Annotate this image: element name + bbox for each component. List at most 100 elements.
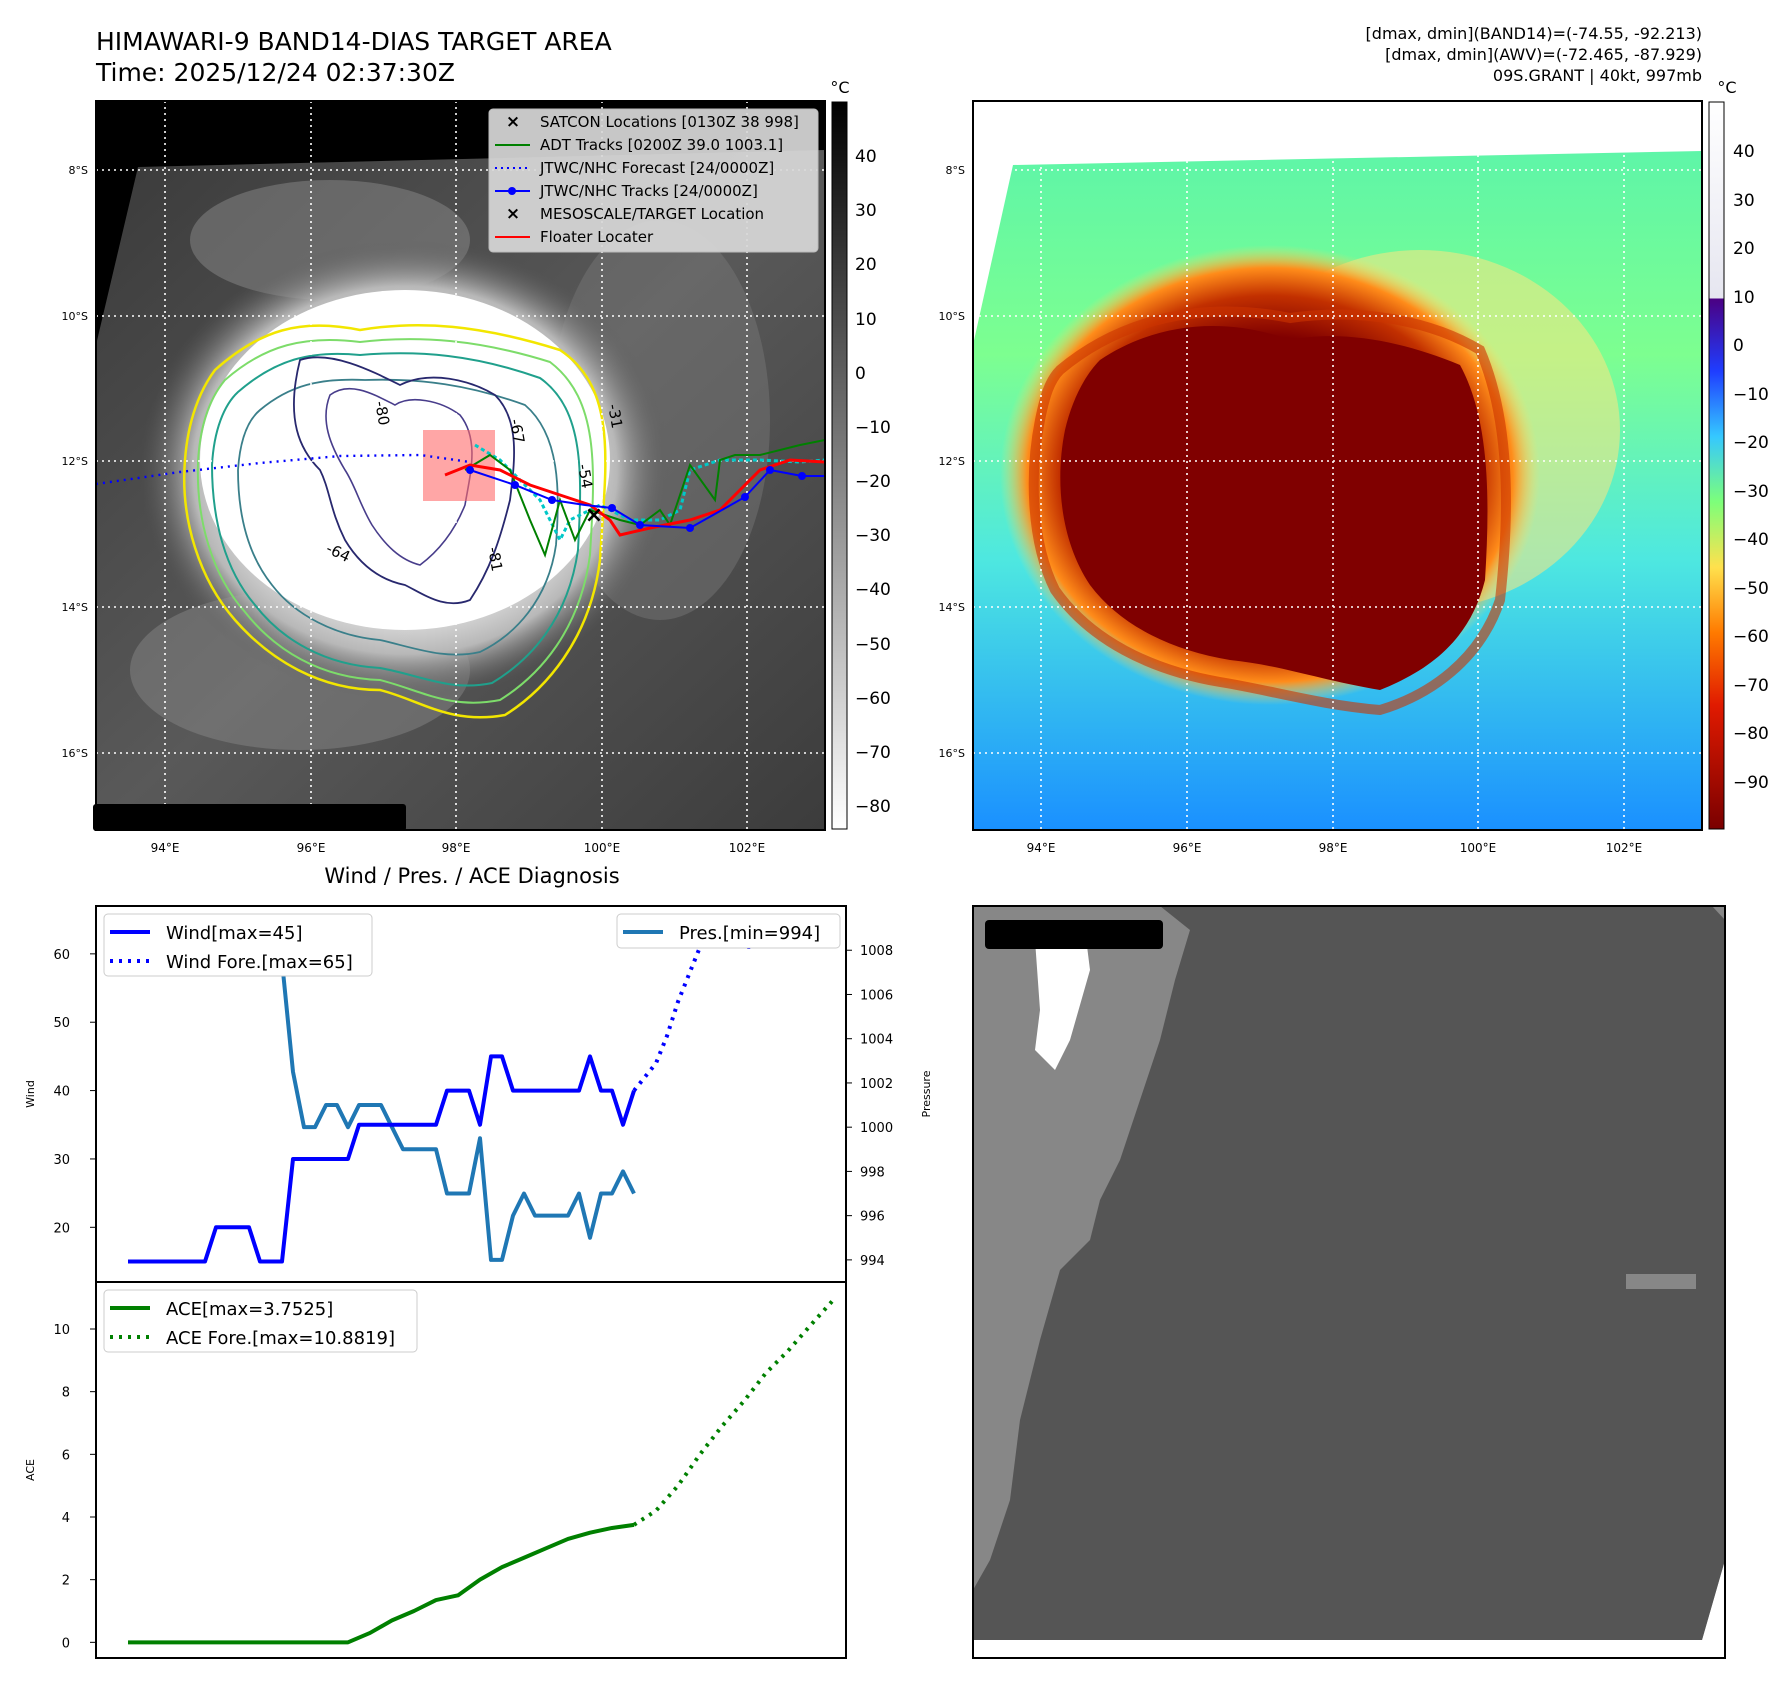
awv-map-frame	[972, 100, 1703, 831]
colorbar-tick: 40	[1733, 142, 1755, 162]
lon-label: 102°E	[729, 841, 766, 855]
lat-label: 16°S	[62, 747, 88, 760]
legend-marker-mesoscale: ×	[506, 204, 520, 224]
pressure-legend: Pres.[min=994]	[616, 913, 841, 949]
lon-label: 102°E	[1606, 841, 1643, 855]
contour-teal	[210, 352, 582, 687]
wmg-count-text: WMG Count: 0	[993, 924, 1146, 946]
wmg-panel: WMG Count: 0	[972, 905, 1726, 1659]
lat-label: 14°S	[62, 601, 88, 614]
contour-label: -31	[604, 403, 626, 430]
ace-tick-label: 8	[62, 1386, 70, 1401]
colorbar-tick: −20	[855, 472, 891, 492]
ace-legend: ACE[max=3.7525] ACE Fore.[max=10.8819]	[103, 1289, 418, 1353]
legend-label-satcon: SATCON Locations [0130Z 38 998]	[540, 113, 799, 131]
lon-label: 96°E	[1173, 841, 1202, 855]
colorbar-tick: −60	[855, 689, 891, 709]
pressure-tick-label: 1002	[860, 1077, 893, 1092]
legend-label-wind-forecast: Wind Fore.[max=65]	[166, 952, 353, 973]
legend-label-ace: ACE[max=3.7525]	[166, 1299, 333, 1320]
pressure-axis-label: Pressure	[920, 1070, 933, 1117]
figure-time: Time: 2025/12/24 02:37:30Z	[95, 58, 455, 87]
colorbar-tick: −50	[855, 635, 891, 655]
awv-map-panel	[973, 101, 1702, 830]
colorbar-tick: −30	[855, 526, 891, 546]
colorbar-tick: 0	[1733, 336, 1744, 356]
legend-label-floater: Floater Locater	[540, 228, 654, 246]
wind-tick-label: 50	[53, 1016, 70, 1031]
wmg-coverage-dark	[973, 906, 1725, 1640]
pressure-tick-label: 994	[860, 1254, 885, 1269]
ace-tick-label: 6	[62, 1448, 70, 1463]
contour-light-green	[196, 338, 594, 704]
lon-label: 98°E	[442, 841, 471, 855]
colorbar-tick: −30	[1733, 482, 1769, 502]
lat-label: 16°S	[939, 747, 965, 760]
colorbar-tick: 10	[1733, 288, 1755, 308]
ace-series-layer	[128, 1300, 834, 1645]
floater-locater	[444, 458, 825, 537]
legend-marker-satcon: ×	[506, 112, 520, 132]
wind-axis-label: Wind	[24, 1080, 37, 1108]
lat-label: 10°S	[62, 310, 88, 323]
wmg-swath-white	[1035, 930, 1090, 1070]
contour-label: -81	[484, 546, 506, 573]
lat-label: 12°S	[939, 455, 965, 468]
ace-y-ticks: 0 2 4 6 8 10	[53, 1323, 96, 1651]
mesoscale-target-marker: ×	[585, 503, 603, 528]
pressure-tick-label: 1006	[860, 988, 893, 1003]
figure-title: HIMAWARI-9 BAND14-DIAS TARGET AREA	[96, 27, 612, 56]
colorbar-tick: 40	[855, 147, 877, 167]
colorbar-tick: 0	[855, 364, 866, 384]
ir-map-frame	[95, 100, 826, 831]
ace-line	[128, 1522, 635, 1645]
ir-storm-core	[200, 290, 610, 630]
lat-label: 12°S	[62, 455, 88, 468]
colorbar-ir-unit: °C	[830, 78, 849, 97]
ir-lat-labels: 8°S 10°S 12°S 14°S 16°S	[62, 164, 88, 760]
colorbar-tick: −90	[1733, 773, 1769, 793]
awv-gridlines	[973, 101, 1702, 830]
copyright-badge: Copyright © 2020-2025 Dapiya	[93, 804, 406, 831]
contour-deep-teal	[237, 378, 559, 656]
colorbar-ir	[831, 101, 848, 830]
wind-tick-label: 60	[53, 948, 70, 963]
awv-storm-core	[1060, 326, 1488, 690]
colorbar-tick: −70	[1733, 676, 1769, 696]
colorbar-tick: 20	[855, 255, 877, 275]
pressure-tick-label: 1008	[860, 944, 893, 959]
pressure-y-ticks: 994 996 998 1000 1002 1004 1006 1008	[846, 944, 893, 1269]
legend-label-forecast: JTWC/NHC Forecast [24/0000Z]	[539, 159, 774, 177]
contour-label: -80	[371, 400, 393, 427]
lon-label: 94°E	[151, 841, 180, 855]
pressure-tick-label: 996	[860, 1210, 885, 1225]
ace-tick-label: 4	[62, 1511, 70, 1526]
legend-label-tracks: JTWC/NHC Tracks [24/0000Z]	[539, 182, 758, 200]
awv-storm-rim	[1028, 306, 1511, 716]
wind-y-ticks: 20 30 40 50 60	[53, 948, 96, 1236]
info-band14: [dmax, dmin](BAND14)=(-74.55, -92.213)	[1366, 24, 1702, 43]
jtwc-track-points	[466, 466, 806, 532]
colorbar-tick: −20	[1733, 433, 1769, 453]
lon-label: 100°E	[584, 841, 621, 855]
info-awv: [dmax, dmin](AWV)=(-72.465, -87.929)	[1385, 45, 1702, 64]
colorbar-tick: −40	[1733, 530, 1769, 550]
colorbar-tick: −50	[1733, 579, 1769, 599]
colorbar-tick: 30	[855, 201, 877, 221]
diagnosis-title: Wind / Pres. / ACE Diagnosis	[324, 864, 619, 888]
wind-line	[128, 1054, 636, 1264]
colorbar-tick: −80	[1733, 724, 1769, 744]
lat-label: 8°S	[69, 164, 88, 177]
legend-label-mesoscale: MESOSCALE/TARGET Location	[540, 205, 764, 223]
lon-label: 100°E	[1460, 841, 1497, 855]
legend-label-wind: Wind[max=45]	[166, 923, 303, 944]
colorbar-tick: 20	[1733, 239, 1755, 259]
lat-label: 10°S	[939, 310, 965, 323]
pressure-tick-label: 1000	[860, 1121, 893, 1136]
map-legend: × SATCON Locations [0130Z 38 998] ADT Tr…	[488, 108, 819, 253]
legend-label-adt: ADT Tracks [0200Z 39.0 1003.1]	[540, 136, 783, 154]
legend-marker-tracks-dot	[508, 187, 516, 195]
pressure-tick-label: 998	[860, 1165, 885, 1180]
info-storm: 09S.GRANT | 40kt, 997mb	[1493, 66, 1702, 85]
lat-label: 14°S	[939, 601, 965, 614]
